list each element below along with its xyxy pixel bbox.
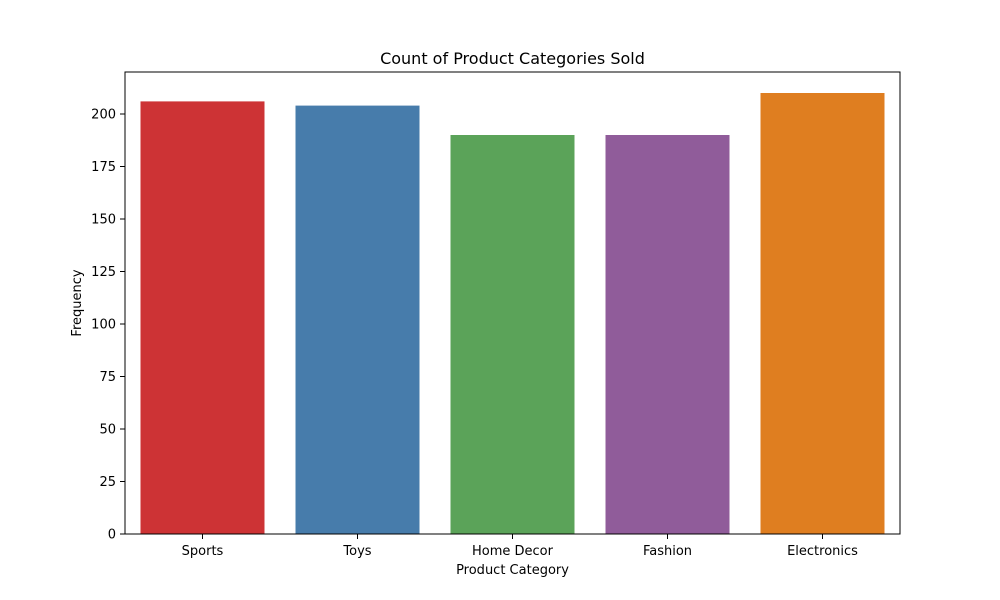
x-tick-label: Toys: [342, 544, 371, 559]
x-axis-label: Product Category: [456, 563, 569, 578]
y-tick-label: 75: [99, 370, 116, 385]
bar-home-decor: [450, 135, 575, 534]
chart-title: Count of Product Categories Sold: [380, 49, 645, 68]
bar-toys: [295, 105, 420, 534]
bar-fashion: [605, 135, 730, 534]
y-tick-label: 125: [91, 265, 116, 280]
y-tick-label: 0: [108, 528, 116, 543]
y-tick-label: 25: [99, 475, 116, 490]
y-tick-label: 175: [91, 160, 116, 175]
bars-layer: [140, 93, 885, 535]
bar-electronics: [760, 93, 885, 534]
y-tick-label: 50: [99, 423, 116, 438]
x-tick-label: Home Decor: [472, 544, 554, 559]
x-tick-label: Fashion: [643, 544, 692, 559]
y-axis: 0 25 50 75 100 125 150 175 200: [91, 108, 125, 543]
y-axis-label: Frequency: [70, 269, 85, 336]
y-tick-label: 150: [91, 213, 116, 228]
y-tick-label: 200: [91, 108, 116, 123]
bar-sports: [140, 101, 265, 535]
y-tick-label: 100: [91, 318, 116, 333]
x-axis: Sports Toys Home Decor Fashion Electronics: [182, 534, 858, 559]
x-tick-label: Electronics: [787, 544, 858, 559]
x-tick-label: Sports: [182, 544, 224, 559]
